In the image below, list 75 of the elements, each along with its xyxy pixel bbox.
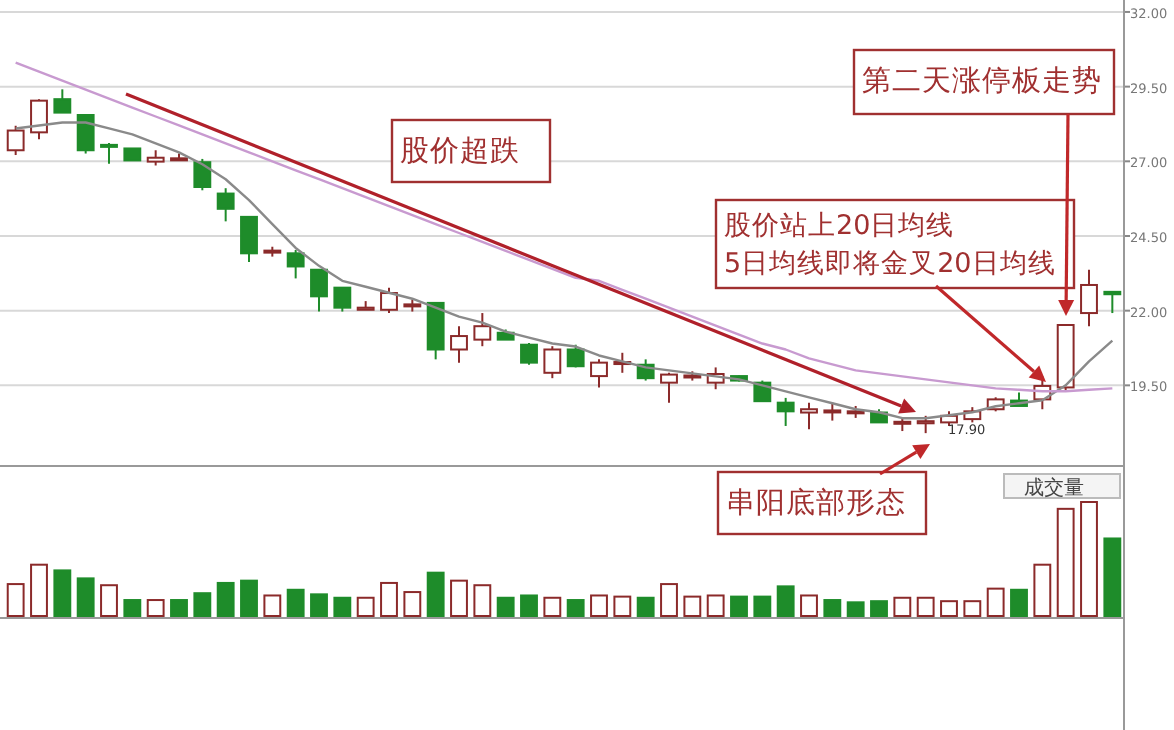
bar <box>566 599 585 617</box>
bar <box>1010 588 1028 617</box>
bar <box>940 600 958 617</box>
candlestick <box>193 157 212 192</box>
candlestick <box>310 268 328 313</box>
bar <box>473 584 492 617</box>
candlestick <box>240 215 258 263</box>
bar <box>240 579 258 617</box>
bar <box>1033 563 1052 617</box>
annotation: 股价超跌 <box>400 134 520 168</box>
candlestick <box>543 345 562 380</box>
annotation: 第二天涨停板走势 <box>862 64 1102 98</box>
bar <box>543 596 562 617</box>
bar <box>683 595 702 617</box>
candlestick <box>30 98 48 141</box>
bar <box>6 583 25 617</box>
bar <box>333 596 352 617</box>
bar <box>286 588 305 617</box>
bar <box>963 600 982 617</box>
bar <box>823 599 842 617</box>
bar <box>123 599 142 617</box>
candlestick <box>286 249 305 280</box>
bar <box>193 592 212 617</box>
bar <box>1056 507 1075 617</box>
bar <box>310 593 328 617</box>
bar <box>30 563 48 617</box>
candlestick <box>473 312 492 348</box>
bar <box>730 595 748 617</box>
annotation: 股价站上20日均线 5日均线即将金叉20日均线 <box>724 210 1056 280</box>
bar <box>496 596 515 617</box>
bar <box>380 581 398 617</box>
candlestick <box>100 142 118 165</box>
bar <box>636 596 655 617</box>
bar <box>613 595 632 617</box>
candlestick <box>76 114 95 155</box>
candlestick <box>53 88 72 114</box>
candlestick <box>216 187 235 223</box>
bar <box>800 594 818 617</box>
bar <box>170 599 188 617</box>
bar <box>776 585 795 617</box>
bar <box>426 571 445 617</box>
bar <box>216 581 235 617</box>
bar <box>356 596 375 617</box>
bar <box>146 599 165 617</box>
bar <box>590 594 608 617</box>
candlestick <box>6 124 25 157</box>
bar <box>893 596 912 617</box>
candlestick <box>1103 290 1122 315</box>
candlestick <box>660 371 678 404</box>
bar <box>263 594 282 617</box>
bar <box>53 569 72 617</box>
bar <box>76 577 95 617</box>
candlestick <box>333 286 352 313</box>
bar <box>986 587 1005 617</box>
candlestick <box>590 358 608 389</box>
bar <box>100 584 118 617</box>
bar <box>846 601 865 617</box>
candlestick <box>520 341 538 366</box>
bar <box>870 600 888 617</box>
bar <box>403 591 422 617</box>
bar <box>706 594 725 617</box>
candlestick <box>450 325 468 364</box>
annotation: 串阳底部形态 <box>726 486 906 520</box>
bar <box>1103 537 1122 617</box>
candlestick <box>800 401 818 431</box>
candlestick <box>380 286 398 315</box>
bar <box>916 596 935 617</box>
text: 成交量 <box>1024 476 1084 500</box>
bar <box>753 595 772 617</box>
bar <box>660 583 678 617</box>
candlestick <box>1080 268 1098 328</box>
bar <box>520 594 538 617</box>
bar <box>450 579 468 617</box>
candlestick <box>776 396 795 427</box>
candlestick <box>426 301 445 361</box>
